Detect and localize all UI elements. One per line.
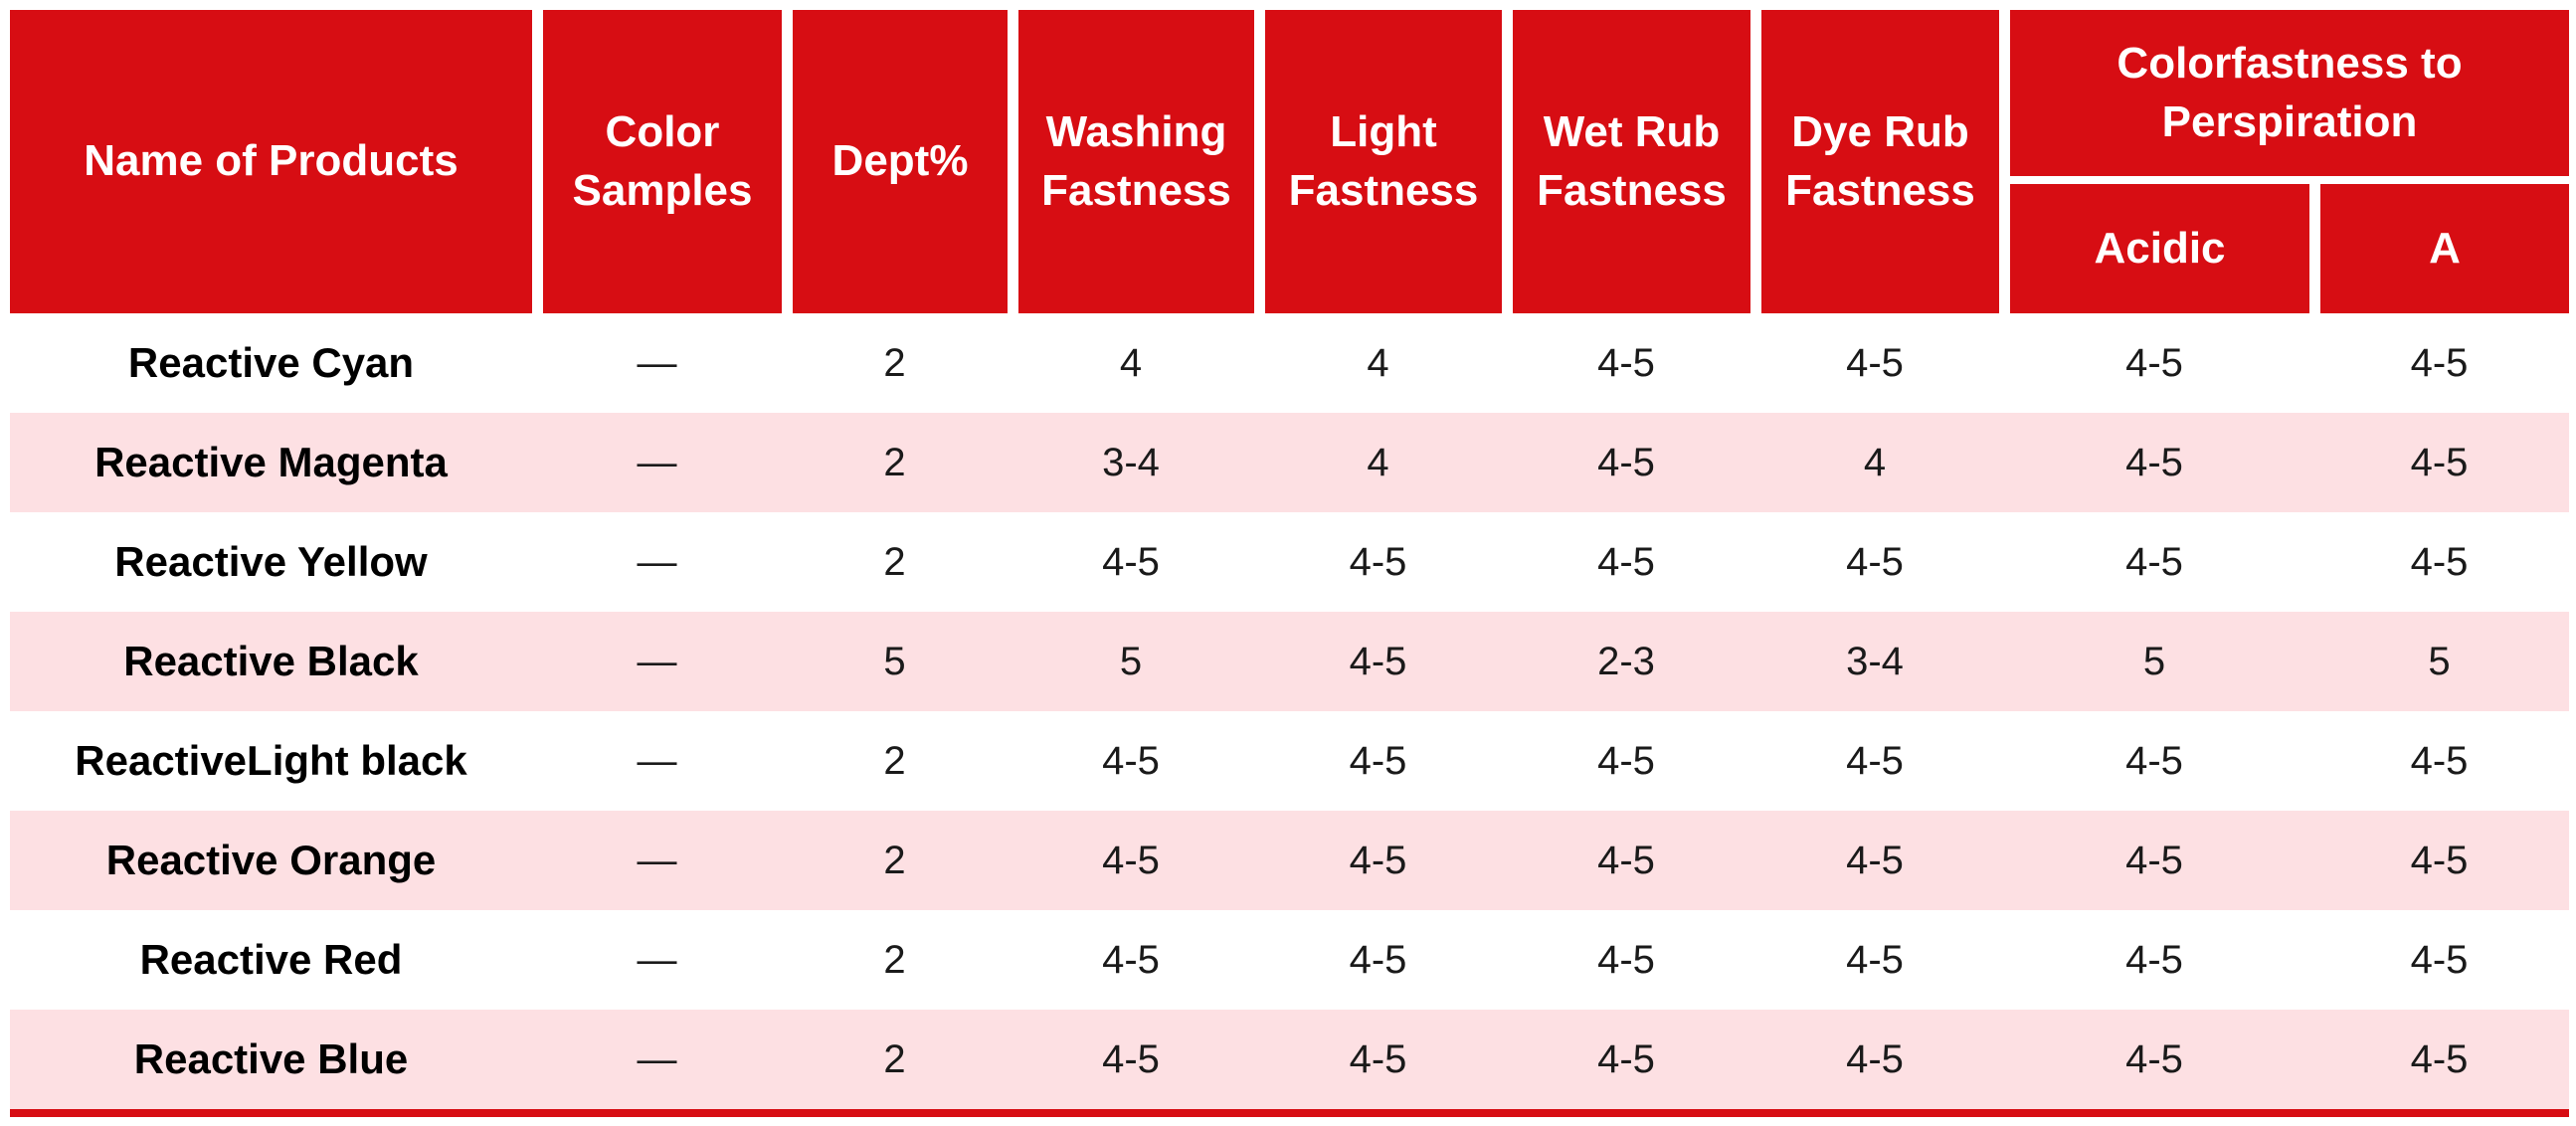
rating-value-cell: 4-5 [1597,738,1655,783]
rating-value-cell: 4-5 [2125,937,2183,982]
rating-value-cell: 4-5 [1597,340,1655,385]
rating-value-cell: 4-5 [1846,738,1904,783]
rating-value-cell: 4-5 [2410,539,2469,584]
rating-value-cell: 4 [1367,340,1389,385]
rating-value-cell: 4-5 [2410,838,2469,882]
col-header-light-fastness: Light Fastness [1254,10,1502,313]
rating-value-cell: 4-5 [2410,440,2469,484]
rating-value-cell: — [637,838,677,882]
rating-value-cell: 4-5 [2125,738,2183,783]
rating-value-cell: 4-5 [1349,838,1407,882]
table-row: Reactive Black — 5 5 4-5 2-3 3-4 5 5 [10,612,2570,711]
rating-value-cell: 2-3 [1597,639,1655,683]
product-name-cell: Reactive Black [123,638,419,684]
rating-value-cell: 4-5 [1846,340,1904,385]
col-header-color-samples: Color Samples [532,10,782,313]
product-colorfastness-table: Name of Products Color Samples Dept% Was… [10,10,2570,1117]
rating-value-cell: 4 [1863,440,1887,484]
rating-value-cell: 3-4 [1102,440,1160,484]
rating-value-cell: 4-5 [1349,1036,1407,1081]
table-row: Reactive Red — 2 4-5 4-5 4-5 4-5 4-5 4-5 [10,910,2570,1010]
col-header-dye-rub-fastness: Dye Rub Fastness [1750,10,1999,313]
product-name-cell: Reactive Yellow [114,538,428,585]
rating-value-cell: 4-5 [1597,1036,1655,1081]
rating-value-cell: 4-5 [2125,1036,2183,1081]
table-body: Reactive Cyan —2 4 4 4-5 4-5 4-5 4-5 Reactive Ma… [10,313,2570,1109]
rating-value-cell: 4-5 [2125,440,2183,484]
rating-value-cell: 2 [883,340,906,385]
rating-value-cell: 3-4 [1846,639,1904,683]
rating-value-cell: 4-5 [1349,539,1407,584]
col-header-colorfastness-to-perspiration: Colorfastness to Perspiration [1999,10,2570,184]
product-name-cell: Reactive Cyan [127,339,415,386]
table-header: Name of Products Color Samples Dept% Was… [10,10,2570,313]
rating-value-cell: 4-5 [2410,738,2469,783]
rating-value-cell: — [637,937,677,982]
rating-value-cell: — [637,738,677,783]
rating-value-cell: — [637,639,677,683]
rating-value-cell: 2 [883,1036,906,1081]
rating-value-cell: 2 [883,937,906,982]
rating-value-cell: 4 [1367,440,1389,484]
rating-value-cell: 4-5 [1102,738,1160,783]
col-header-dept-percent: Dept% [782,10,1008,313]
rating-value-cell: 2 [883,440,906,484]
rating-value-cell: 4-5 [2410,340,2469,385]
table-row: Reactive Cyan — 2 4 4 4-5 4-5 4-5 4-5 [10,313,2570,413]
product-name-cell: Reactive Red [139,936,403,983]
rating-value-cell: — [637,539,677,584]
rating-value-cell: 4-5 [2410,937,2469,982]
rating-value-cell: 4-5 [1846,539,1904,584]
rating-value-cell: 4-5 [1597,440,1655,484]
rating-value-cell: 4-5 [1349,738,1407,783]
rating-value-cell: 4-5 [1597,937,1655,982]
rating-value-cell: 4-5 [1349,937,1407,982]
rating-value-cell: 5 [883,639,906,683]
table-row: Reactive Magenta — 2 3-4 4 4-5 4 4-5 4-5 [10,413,2570,512]
rating-value-cell: — [637,1036,677,1081]
rating-value-cell: — [637,340,677,385]
table-row: ReactiveLight black — 2 4-5 4-5 4-5 4-5 4-5 4-5 [10,711,2570,811]
rating-value-cell: 4-5 [1597,539,1655,584]
rating-value-cell: 2 [883,738,906,783]
rating-value-cell: 4-5 [2125,340,2183,385]
rating-value-cell: 4-5 [1349,639,1407,683]
rating-value-cell: 4-5 [2410,1036,2469,1081]
rating-value-cell: 4-5 [1102,838,1160,882]
rating-value-cell: 2 [883,838,906,882]
rating-value-cell: 5 [1119,639,1143,683]
rating-value-cell: 2 [883,539,906,584]
rating-value-cell: 4-5 [1846,1036,1904,1081]
rating-value-cell: 4-5 [1102,1036,1160,1081]
col-header-washing-fastness: Washing Fastness [1008,10,1254,313]
table-row: Reactive Blue — 2 4-5 4-5 4-5 4-5 4-5 4-5 [10,1010,2570,1109]
rating-value-cell: 4-5 [2125,539,2183,584]
col-header-wet-rub-fastness: Wet Rub Fastness [1502,10,1750,313]
product-name-cell: Reactive Orange [105,837,437,883]
col-header-acidic: Acidic [1999,184,2309,313]
col-header-name-of-products: Name of Products [10,10,532,313]
rating-value-cell: 4-5 [2125,838,2183,882]
rating-value-cell: 4-5 [1846,838,1904,882]
rating-value-cell: 4-5 [1102,539,1160,584]
rating-value-cell: 4 [1119,340,1143,385]
table-row: Reactive Yellow — 2 4-5 4-5 4-5 4-5 4-5 4-5 [10,512,2570,612]
rating-value-cell: 4-5 [1597,838,1655,882]
rating-value-cell: — [637,440,677,484]
product-name-cell: ReactiveLight black [75,737,467,784]
product-name-cell: Reactive Blue [133,1035,409,1082]
col-header-a: A [2309,184,2570,313]
table-row: Reactive Orange — 2 4-5 4-5 4-5 4-5 4-5 4-5 [10,811,2570,910]
rating-value-cell: 5 [2142,639,2166,683]
rating-value-cell: 5 [2428,639,2451,683]
product-name-cell: Reactive Magenta [94,439,448,485]
rating-value-cell: 4-5 [1846,937,1904,982]
rating-value-cell: 4-5 [1102,937,1160,982]
